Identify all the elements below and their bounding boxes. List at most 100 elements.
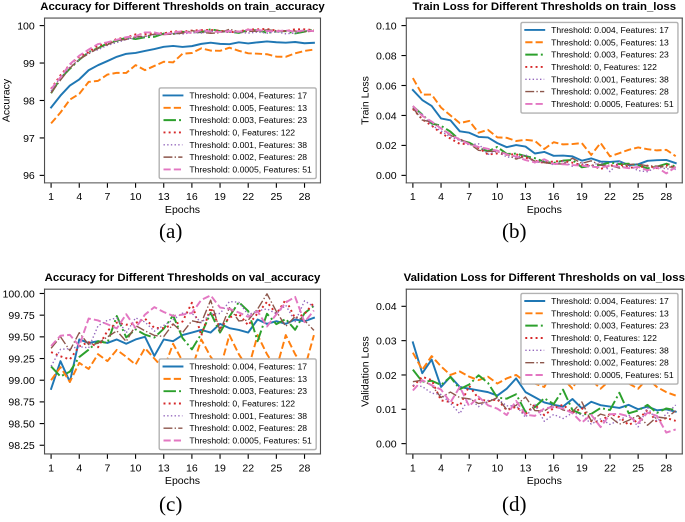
svg-text:Validation Loss for Different: Validation Loss for Different Thresholds… [404,272,685,284]
svg-text:19: 19 [576,191,588,203]
svg-text:16: 16 [186,462,198,474]
svg-text:16: 16 [186,191,198,203]
svg-text:4: 4 [76,191,82,203]
svg-text:99.25: 99.25 [8,353,35,365]
svg-text:0.02: 0.02 [376,370,397,382]
svg-text:1: 1 [410,191,416,203]
svg-text:Threshold: 0.001, Features: 38: Threshold: 0.001, Features: 38 [551,345,669,355]
svg-text:Threshold: 0, Features: 122: Threshold: 0, Features: 122 [551,62,657,72]
svg-text:Accuracy for Different Thresho: Accuracy for Different Thresholds on tra… [40,1,325,13]
svg-text:1: 1 [48,462,54,474]
svg-text:Threshold: 0.0005, Features: 5: Threshold: 0.0005, Features: 51 [551,370,674,380]
svg-text:0.04: 0.04 [376,110,397,122]
svg-text:96: 96 [23,170,35,182]
svg-text:Threshold: 0.005, Features: 13: Threshold: 0.005, Features: 13 [551,37,669,47]
svg-text:16: 16 [548,462,560,474]
svg-text:Threshold: 0.001, Features: 38: Threshold: 0.001, Features: 38 [189,140,307,150]
svg-text:Threshold: 0.003, Features: 23: Threshold: 0.003, Features: 23 [551,321,669,331]
svg-text:13: 13 [520,462,532,474]
svg-text:4: 4 [438,462,444,474]
svg-text:Threshold: 0, Features: 122: Threshold: 0, Features: 122 [189,127,295,137]
svg-text:0.08: 0.08 [376,50,397,62]
svg-text:10: 10 [130,191,142,203]
svg-text:0.06: 0.06 [376,80,397,92]
svg-text:99: 99 [23,58,35,70]
svg-text:Epochs: Epochs [165,475,200,487]
svg-text:Threshold: 0.004, Features: 17: Threshold: 0.004, Features: 17 [551,296,669,306]
svg-text:Threshold: 0.002, Features: 28: Threshold: 0.002, Features: 28 [189,152,307,162]
svg-text:28: 28 [660,191,672,203]
svg-text:0.00: 0.00 [376,438,397,450]
svg-text:Threshold: 0.005, Features: 13: Threshold: 0.005, Features: 13 [189,103,307,113]
svg-text:99.50: 99.50 [8,332,35,344]
svg-text:22: 22 [604,191,616,203]
svg-text:Threshold: 0.005, Features: 13: Threshold: 0.005, Features: 13 [189,374,307,384]
svg-text:0.02: 0.02 [376,140,397,152]
svg-text:Threshold: 0.002, Features: 28: Threshold: 0.002, Features: 28 [189,423,307,433]
svg-text:7: 7 [466,191,472,203]
svg-text:Epochs: Epochs [527,204,562,216]
svg-text:19: 19 [214,462,226,474]
svg-text:25: 25 [270,191,282,203]
svg-text:22: 22 [242,462,254,474]
svg-text:22: 22 [604,462,616,474]
svg-text:98.50: 98.50 [8,418,35,430]
svg-text:1: 1 [48,191,54,203]
svg-text:4: 4 [438,191,444,203]
svg-text:Threshold: 0.002, Features: 28: Threshold: 0.002, Features: 28 [551,87,669,97]
svg-text:13: 13 [520,191,532,203]
svg-text:Threshold: 0.0005, Features: 5: Threshold: 0.0005, Features: 51 [189,164,312,174]
svg-text:Threshold: 0.0005, Features: 5: Threshold: 0.0005, Features: 51 [551,99,674,109]
svg-text:100.00: 100.00 [3,288,35,300]
svg-text:97: 97 [23,133,35,145]
svg-text:0.04: 0.04 [376,301,397,313]
svg-text:98.75: 98.75 [8,397,35,409]
svg-text:13: 13 [158,191,170,203]
svg-text:10: 10 [491,462,503,474]
svg-text:100: 100 [17,20,35,32]
svg-text:28: 28 [660,462,672,474]
svg-text:10: 10 [130,462,142,474]
svg-text:Train Loss for Different Thres: Train Loss for Different Thresholds on t… [412,1,676,13]
svg-text:Accuracy: Accuracy [0,78,12,122]
svg-text:7: 7 [466,462,472,474]
svg-text:Threshold: 0.003, Features: 23: Threshold: 0.003, Features: 23 [189,386,307,396]
svg-text:7: 7 [104,191,110,203]
svg-text:16: 16 [548,191,560,203]
svg-text:Threshold: 0.004, Features: 17: Threshold: 0.004, Features: 17 [189,362,307,372]
svg-text:19: 19 [214,191,226,203]
svg-text:28: 28 [299,462,311,474]
svg-text:22: 22 [242,191,254,203]
svg-text:Threshold: 0.004, Features: 17: Threshold: 0.004, Features: 17 [189,90,307,100]
svg-text:19: 19 [576,462,588,474]
svg-text:28: 28 [299,191,311,203]
svg-text:Threshold: 0.0005, Features: 5: Threshold: 0.0005, Features: 51 [189,436,312,446]
svg-text:Threshold: 0.002, Features: 28: Threshold: 0.002, Features: 28 [551,358,669,368]
svg-text:Threshold: 0, Features: 122: Threshold: 0, Features: 122 [189,399,295,409]
svg-text:0.10: 0.10 [376,20,397,32]
svg-text:0.03: 0.03 [376,335,397,347]
svg-text:Validation Loss: Validation Loss [359,336,371,407]
svg-text:98: 98 [23,95,35,107]
svg-text:4: 4 [76,462,82,474]
svg-text:Threshold: 0.004, Features: 17: Threshold: 0.004, Features: 17 [551,25,669,35]
svg-text:25: 25 [270,462,282,474]
svg-text:Threshold: 0, Features: 122: Threshold: 0, Features: 122 [551,333,657,343]
svg-text:13: 13 [158,462,170,474]
svg-text:Threshold: 0.003, Features: 23: Threshold: 0.003, Features: 23 [189,115,307,125]
svg-text:25: 25 [632,191,644,203]
svg-text:Epochs: Epochs [165,204,200,216]
svg-text:7: 7 [104,462,110,474]
svg-text:0.00: 0.00 [376,170,397,182]
svg-text:Accuracy for Different Thresho: Accuracy for Different Thresholds on val… [45,272,321,284]
svg-text:Threshold: 0.003, Features: 23: Threshold: 0.003, Features: 23 [551,50,669,60]
svg-text:Threshold: 0.001, Features: 38: Threshold: 0.001, Features: 38 [189,411,307,421]
svg-text:25: 25 [632,462,644,474]
svg-text:Threshold: 0.001, Features: 38: Threshold: 0.001, Features: 38 [551,74,669,84]
svg-text:98.25: 98.25 [8,440,35,452]
svg-text:Train Loss: Train Loss [359,76,371,125]
svg-text:10: 10 [491,191,503,203]
svg-text:1: 1 [410,462,416,474]
svg-text:Epochs: Epochs [527,475,562,487]
svg-text:99.75: 99.75 [8,310,35,322]
